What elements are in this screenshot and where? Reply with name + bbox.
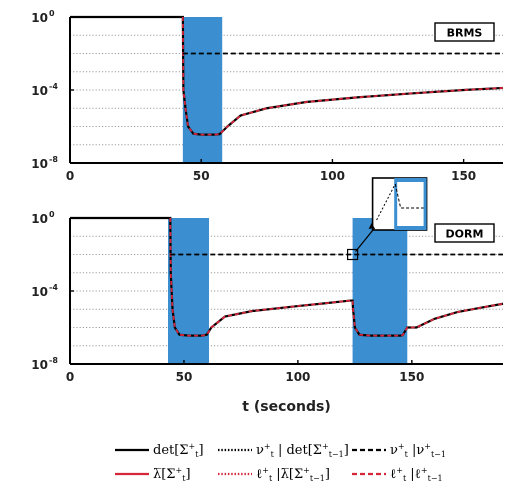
legend: det[Σ+t] ν+t | det[Σ+t−1] ν+t |ν+t−1 λ̅[Σ+… (115, 442, 446, 483)
x-tick-label: 150 (451, 169, 476, 183)
x-tick-label: 100 (320, 169, 345, 183)
legend-tail: ] (185, 467, 190, 482)
legend-sup: + (421, 466, 428, 475)
legend-sub: t (405, 450, 409, 459)
y-tick-exponent: -4 (49, 283, 58, 292)
legend-sup: + (396, 466, 403, 475)
panel-label-text: BRMS (447, 27, 483, 40)
y-tick-label: 10 (31, 285, 48, 299)
panel-label-frame (434, 223, 495, 243)
x-tick-label: 0 (66, 169, 74, 183)
x-tick-label: 50 (176, 370, 193, 384)
legend-sub: t (269, 474, 273, 483)
y-tick-exponent: -8 (49, 155, 58, 164)
y-tick-label: 10 (31, 11, 48, 25)
legend-label: λ̅[Σ+t] (153, 466, 191, 483)
legend-item-l_lambda: ℓ+t |λ̅[Σ+t−1] (218, 466, 330, 483)
legend-label: ℓ+t |λ̅[Σ+t−1] (256, 466, 330, 483)
series-lambda (169, 217, 504, 337)
legend-sub: t−1 (431, 450, 446, 459)
x-axis-label: t (seconds) (242, 399, 330, 415)
panel-label-text: DORM (446, 228, 484, 241)
legend-tail: |λ̅[Σ (272, 467, 303, 482)
legend-sub: t (271, 450, 275, 459)
legend-sup: + (322, 442, 329, 451)
legend-sup: + (176, 466, 183, 475)
x-tick-label: 150 (399, 370, 424, 384)
y-tick-label: 10 (31, 157, 48, 171)
legend-item-det: det[Σ+t] (115, 442, 204, 459)
legend-tail: ] (344, 443, 349, 458)
x-tick-label: 0 (66, 370, 74, 384)
y-tick-label: 10 (31, 84, 48, 98)
legend-sub: t (195, 450, 199, 459)
legend-label: ν+t |ν+t−1 (390, 442, 446, 459)
legend-item-lambda: λ̅[Σ+t] (115, 466, 191, 483)
inset (355, 177, 428, 252)
legend-item-l_l: ℓ+t |ℓ+t−1 (352, 466, 443, 483)
zoom-box (346, 248, 359, 261)
y-tick-label: 10 (31, 212, 48, 226)
legend-sub: t−1 (329, 450, 344, 459)
legend-sub: t−1 (428, 474, 443, 483)
shaded-region (352, 218, 408, 364)
panel-label-box: DORM (434, 223, 495, 243)
legend-main: λ̅[Σ (153, 467, 176, 482)
y-tick-exponent: 0 (49, 210, 55, 219)
inset-arrow (355, 227, 376, 252)
legend-tail: |ℓ (406, 467, 421, 482)
y-tick-exponent: 0 (49, 9, 55, 18)
y-tick-label: 10 (31, 358, 48, 372)
legend-sup: + (262, 466, 269, 475)
legend-main: ℓ (256, 467, 262, 482)
legend-label: ℓ+t |ℓ+t−1 (390, 466, 443, 483)
legend-main: ν (256, 443, 264, 458)
legend-sup: + (424, 442, 431, 451)
shaded-region (182, 17, 223, 163)
y-tick-exponent: -8 (49, 356, 58, 365)
legend-tail: |ν (408, 443, 425, 458)
legend-main: ν (390, 443, 398, 458)
legend-tail: ] (198, 443, 203, 458)
x-tick-label: 50 (193, 169, 210, 183)
legend-sub: t (182, 474, 186, 483)
legend-sub: t (403, 474, 407, 483)
legend-sup: + (398, 442, 405, 451)
legend-label: det[Σ+t] (153, 442, 204, 459)
legend-sup: + (303, 466, 310, 475)
legend-item-nu_det: ν+t | det[Σ+t−1] (218, 442, 349, 459)
series-lambda (181, 16, 504, 136)
legend-sup: + (264, 442, 271, 451)
inset-curve (376, 183, 396, 221)
x-tick-label: 100 (285, 370, 310, 384)
inset-arrowhead (368, 223, 375, 229)
legend-main: ℓ (390, 467, 396, 482)
legend-main: det[Σ (153, 443, 189, 458)
shaded-region (167, 218, 210, 364)
legend-sub: t−1 (310, 474, 325, 483)
legend-tail: | det[Σ (274, 443, 322, 458)
legend-sup: + (189, 442, 196, 451)
y-tick-exponent: -4 (49, 82, 58, 91)
legend-tail: ] (325, 467, 330, 482)
inset-inner (397, 182, 424, 226)
panel-label-frame (434, 22, 495, 42)
legend-label: ν+t | det[Σ+t−1] (256, 442, 349, 459)
panel-label-box: BRMS (434, 22, 495, 42)
legend-item-nu_nu: ν+t |ν+t−1 (352, 442, 446, 459)
